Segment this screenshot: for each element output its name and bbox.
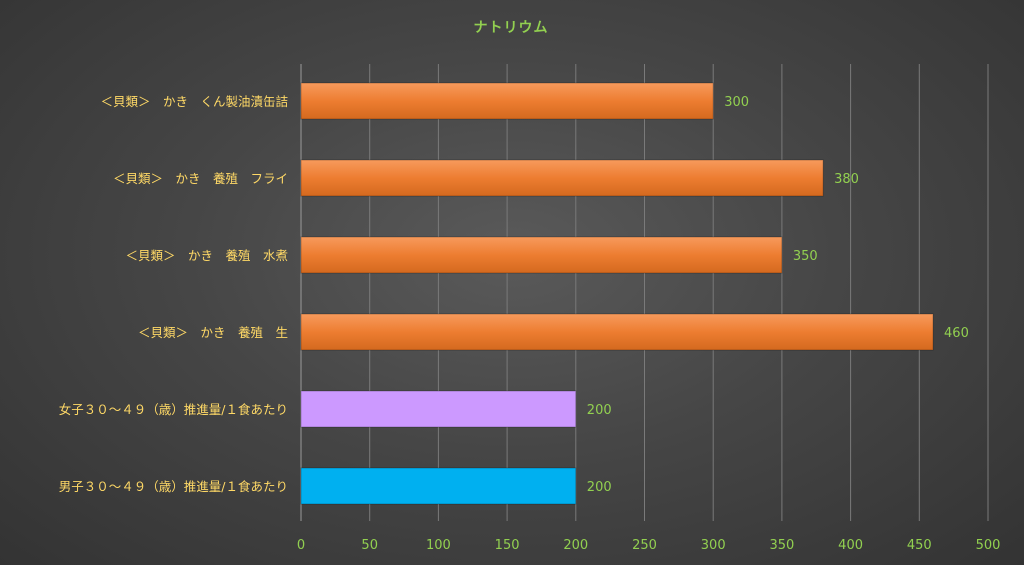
category-label: ＜貝類＞ かき 養殖 生	[138, 325, 288, 340]
category-label: ＜貝類＞ かき 養殖 水煮	[125, 248, 288, 263]
data-label: 350	[793, 249, 818, 264]
bar	[300, 159, 824, 197]
bars	[300, 82, 934, 505]
bar	[300, 467, 577, 505]
data-label: 200	[587, 403, 612, 418]
chart-title: ナトリウム	[474, 20, 549, 36]
data-label: 380	[834, 172, 859, 187]
bar	[300, 236, 783, 274]
category-label: ＜貝類＞ かき 養殖 フライ	[113, 171, 288, 186]
x-tick-label: 200	[563, 538, 588, 553]
category-label: 男子３０～４９（歳）推進量/１食あたり	[59, 479, 288, 494]
x-tick-label: 250	[632, 538, 657, 553]
gridlines	[300, 64, 989, 521]
data-label: 200	[587, 480, 612, 495]
category-label: ＜貝類＞ かき くん製油漬缶詰	[100, 94, 288, 109]
category-label: 女子３０～４９（歳）推進量/１食あたり	[59, 402, 288, 417]
x-tick-label: 100	[426, 538, 451, 553]
x-tick-label: 450	[907, 538, 932, 553]
bar	[300, 390, 577, 428]
data-label: 460	[944, 326, 969, 341]
labels: 0 50 100 150 200 250 300 350 400 450 500 ＜貝類＞ かき くん…	[59, 94, 1001, 553]
x-tick-label: 0	[297, 538, 305, 553]
x-tick-label: 300	[701, 538, 726, 553]
x-tick-label: 350	[769, 538, 794, 553]
x-tick-label: 150	[495, 538, 520, 553]
data-label: 300	[724, 95, 749, 110]
x-tick-label: 500	[976, 538, 1001, 553]
bar	[300, 313, 934, 351]
x-tick-label: 50	[361, 538, 378, 553]
x-tick-label: 400	[838, 538, 863, 553]
bar	[300, 82, 714, 120]
